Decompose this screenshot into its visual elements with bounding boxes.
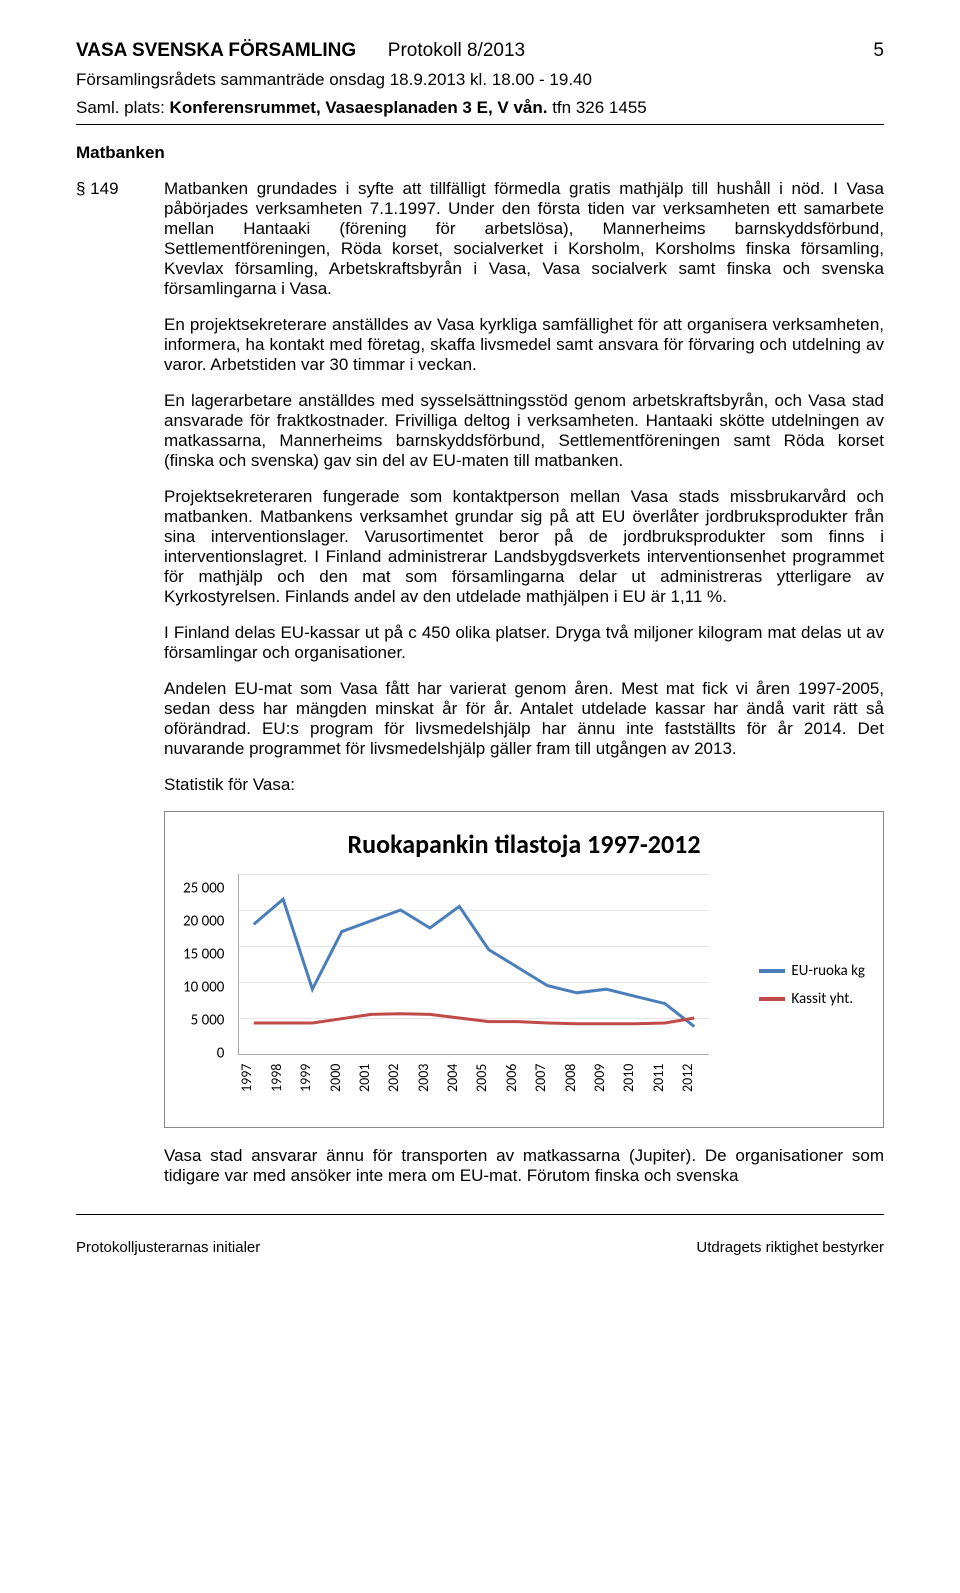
section-title: Matbanken [76, 143, 884, 163]
stats-label: Statistik för Vasa: [164, 775, 884, 795]
chart-y-tick: 25 000 [183, 882, 224, 897]
chart-series-line [254, 1014, 695, 1024]
body-text: Matbanken grundades i syfte att tillfäll… [164, 179, 884, 1202]
chart-x-tick: 2006 [503, 1061, 532, 1095]
paragraph-after-chart: Vasa stad ansvarar ännu för transporten … [164, 1146, 884, 1186]
chart-series-line [254, 899, 695, 1026]
legend-swatch [759, 969, 785, 973]
chart-x-tick: 2011 [650, 1061, 679, 1095]
chart-svg [239, 874, 709, 1054]
footer: Protokolljusterarnas initialer Utdragets… [76, 1239, 884, 1256]
chart-x-tick: 2000 [327, 1061, 356, 1095]
chart-x-tick: 1999 [297, 1061, 326, 1095]
chart-x-tick: 1997 [238, 1061, 267, 1095]
chart-legend: EU-ruoka kg Kassit yht. [749, 874, 865, 1095]
chart-x-tick: 2009 [591, 1061, 620, 1095]
footer-divider [76, 1214, 884, 1215]
paragraph-4: Projektsekreteraren fungerade som kontak… [164, 487, 884, 607]
chart-x-tick: 2007 [532, 1061, 561, 1095]
header-divider [76, 124, 884, 125]
chart-plot-area [238, 874, 709, 1055]
chart-y-tick: 10 000 [183, 981, 224, 996]
chart-x-axis: 1997199819992000200120022003200420052006… [238, 1061, 708, 1095]
chart-x-tick: 2001 [356, 1061, 385, 1095]
chart-x-tick: 2012 [679, 1061, 708, 1095]
header-place: Saml. plats: Konferensrummet, Vasaesplan… [76, 98, 884, 118]
chart-x-tick: 2010 [620, 1061, 649, 1095]
paragraph-6: Andelen EU-mat som Vasa fått har variera… [164, 679, 884, 759]
page-number: 5 [873, 40, 884, 62]
header-line-1: VASA SVENSKA FÖRSAMLING Protokoll 8/2013… [76, 40, 884, 62]
chart-container: Ruokapankin tilastoja 1997-2012 25 000 20… [164, 811, 884, 1128]
paragraph-1: Matbanken grundades i syfte att tillfäll… [164, 179, 884, 299]
chart-title: Ruokapankin tilastoja 1997-2012 [183, 828, 865, 860]
chart-y-axis: 25 00020 00015 00010 0005 0000 [183, 874, 224, 1054]
paragraph-5: I Finland delas EU-kassar ut på c 450 ol… [164, 623, 884, 663]
legend-swatch [759, 997, 785, 1001]
chart-x-tick: 2004 [444, 1061, 473, 1095]
chart-x-tick: 2003 [415, 1061, 444, 1095]
paragraph-2: En projektsekreterare anställdes av Vasa… [164, 315, 884, 375]
legend-item: Kassit yht. [759, 990, 865, 1008]
header-org: VASA SVENSKA FÖRSAMLING [76, 40, 356, 61]
chart-y-tick: 0 [217, 1047, 225, 1062]
footer-left: Protokolljusterarnas initialer [76, 1239, 260, 1256]
chart-y-tick: 15 000 [183, 948, 224, 963]
chart-x-tick: 2008 [562, 1061, 591, 1095]
header-protokoll: Protokoll 8/2013 [388, 40, 525, 61]
chart-x-tick: 1998 [268, 1061, 297, 1095]
legend-item: EU-ruoka kg [759, 962, 865, 980]
paragraph-3: En lagerarbetare anställdes med sysselsä… [164, 391, 884, 471]
header-meeting: Församlingsrådets sammanträde onsdag 18.… [76, 70, 884, 90]
chart-x-tick: 2002 [385, 1061, 414, 1095]
chart-y-tick: 5 000 [191, 1014, 225, 1029]
chart-x-tick: 2005 [473, 1061, 502, 1095]
legend-label: EU-ruoka kg [791, 962, 865, 980]
legend-label: Kassit yht. [791, 990, 853, 1008]
section-number: § 149 [76, 179, 136, 1202]
footer-right: Utdragets riktighet bestyrker [696, 1239, 884, 1256]
chart-y-tick: 20 000 [183, 915, 224, 930]
